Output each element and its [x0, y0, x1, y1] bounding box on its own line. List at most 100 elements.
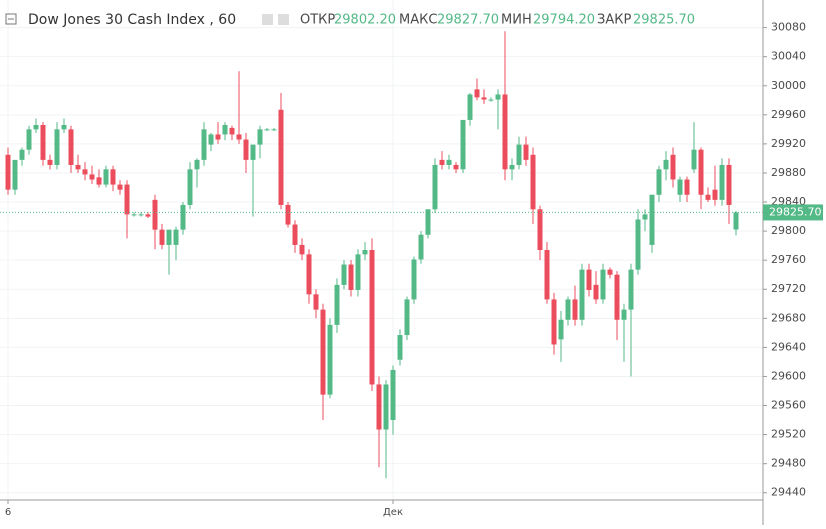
candle-body	[257, 129, 263, 145]
candle-body	[453, 164, 459, 170]
candle-body	[243, 139, 249, 160]
high-value: 29827.70	[437, 13, 499, 28]
settings-icon[interactable]	[278, 14, 289, 25]
candle-body	[411, 259, 417, 300]
candle-body	[89, 174, 95, 180]
candle-body	[488, 99, 494, 101]
candle-body	[579, 269, 585, 320]
candle-body	[516, 144, 522, 165]
candle-body	[712, 189, 718, 200]
candle-body	[481, 97, 487, 100]
candle-body	[432, 164, 438, 210]
candle-body	[670, 154, 676, 180]
y-tick-label: 29720	[771, 282, 806, 295]
candle-body	[572, 299, 578, 320]
header: Dow Jones 30 Cash Index , 60 ОТКР 29802.…	[5, 12, 695, 28]
y-tick-label: 29480	[771, 457, 806, 470]
candle-body	[719, 164, 725, 200]
candle-body	[509, 164, 515, 170]
candle-body	[320, 309, 326, 395]
symbol-title: Dow Jones 30 Cash Index , 60	[28, 12, 236, 28]
candle-body	[96, 177, 102, 185]
candle-body	[12, 159, 18, 190]
candle-body	[628, 269, 634, 310]
candle-body	[642, 214, 648, 220]
candle-body	[523, 144, 529, 160]
plot	[0, 31, 763, 479]
candle-body	[82, 169, 88, 175]
candle-body	[229, 127, 235, 135]
visibility-icon[interactable]	[262, 14, 273, 25]
candle-body	[285, 204, 291, 225]
y-tick-label: 29520	[771, 428, 806, 441]
candle-body	[600, 269, 606, 300]
open-value: 29802.20	[334, 13, 396, 28]
candle-body	[586, 269, 592, 290]
candle-body	[180, 204, 186, 230]
candle-body	[684, 179, 690, 195]
candle-body	[75, 164, 81, 170]
candle-body	[649, 194, 655, 245]
candle-body	[26, 129, 32, 150]
candle-body	[208, 134, 214, 145]
candle-body	[159, 229, 165, 245]
candle-body	[558, 319, 564, 340]
candle-body	[173, 229, 179, 245]
candle-body	[677, 179, 683, 195]
open-label: ОТКР	[300, 13, 335, 28]
candle-body	[40, 125, 46, 160]
candle-body	[145, 214, 151, 217]
candle-body	[691, 149, 697, 170]
y-tick-label: 29440	[771, 486, 806, 499]
candle-body	[236, 134, 242, 140]
candle-body	[271, 129, 277, 131]
candle-body	[544, 250, 550, 300]
candle-body	[551, 299, 557, 345]
candle-body	[495, 94, 501, 100]
candle-body	[635, 219, 641, 270]
candle-body	[341, 264, 347, 285]
candle-body	[383, 384, 389, 430]
candle-body	[348, 264, 354, 290]
candle-body	[502, 94, 508, 170]
candle-body	[110, 169, 116, 185]
candle-body	[278, 109, 284, 205]
candle-body	[47, 159, 53, 165]
candle-body	[138, 214, 144, 216]
y-tick-label: 29760	[771, 253, 806, 266]
candle-body	[292, 224, 298, 245]
candle-body	[418, 234, 424, 260]
candle-body	[187, 169, 193, 205]
candle-body	[166, 229, 172, 245]
collapse-icon[interactable]	[5, 13, 17, 25]
candle-body	[397, 335, 403, 360]
candle-body	[446, 159, 452, 165]
candle-body	[733, 212, 739, 230]
candle-body	[5, 154, 11, 190]
candle-body	[362, 250, 368, 255]
candle-body	[390, 369, 396, 421]
y-tick-label: 29680	[771, 311, 806, 324]
candle-body	[530, 154, 536, 210]
current-price-box	[763, 204, 823, 221]
candle-body	[201, 129, 207, 160]
candle-body	[593, 284, 599, 300]
candle-body	[306, 254, 312, 295]
candle-body	[565, 299, 571, 320]
candle-body	[537, 209, 543, 250]
y-tick-label: 29600	[771, 369, 806, 382]
candle-body	[621, 309, 627, 320]
candle-body	[19, 149, 25, 160]
candle-body	[698, 149, 704, 195]
candle-body	[327, 324, 333, 395]
y-tick-label: 30000	[771, 79, 806, 92]
y-tick-label: 29880	[771, 166, 806, 179]
candle-body	[726, 164, 732, 205]
candle-body	[663, 159, 669, 170]
candle-body	[222, 125, 228, 135]
candle-body	[355, 254, 361, 290]
candle-body	[607, 269, 613, 275]
y-tick-label: 29640	[771, 340, 806, 353]
candle-body	[152, 199, 158, 230]
